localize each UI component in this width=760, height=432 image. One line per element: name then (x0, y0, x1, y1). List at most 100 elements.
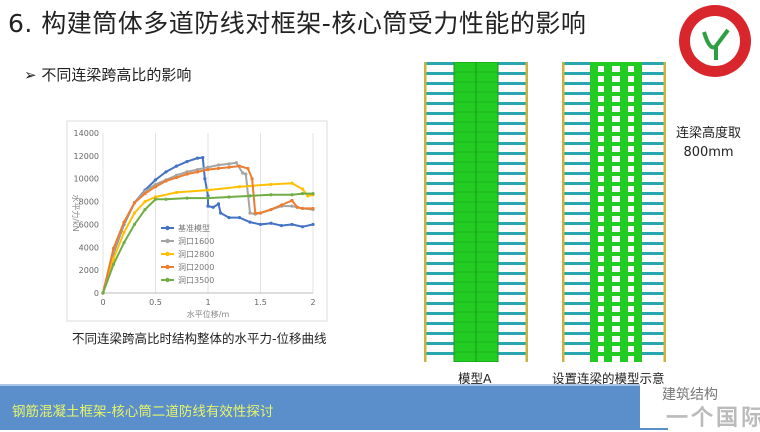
data-point (111, 262, 116, 267)
data-point (174, 175, 179, 180)
core-pier (620, 62, 628, 362)
data-point (248, 211, 252, 215)
core-pier (590, 62, 598, 362)
coupling-beam (598, 72, 604, 76)
coupling-beam (612, 342, 620, 346)
data-point (122, 220, 126, 224)
x-tick-label: 2 (310, 298, 315, 307)
data-point (269, 182, 273, 187)
slide-title: 6. 构建筒体多道防线对框架-核心筒受力性能的影响 (8, 9, 587, 38)
data-point (269, 221, 273, 225)
y-tick-label: 14000 (74, 129, 99, 138)
data-point (132, 222, 137, 227)
coupling-beam (598, 112, 604, 116)
data-point (258, 222, 263, 227)
coupling-beam (598, 202, 604, 206)
coupling-beam (598, 232, 604, 236)
coupling-beam (612, 102, 620, 106)
data-point (244, 172, 248, 176)
coupling-beam (612, 332, 620, 336)
coupling-beam (628, 342, 634, 346)
coupling-beam (612, 292, 620, 296)
data-point (143, 191, 147, 196)
coupling-beam (628, 182, 634, 186)
data-point (206, 165, 210, 169)
coupling-beam (598, 322, 604, 326)
data-point (153, 195, 158, 199)
column-right (663, 62, 666, 362)
coupling-beam (598, 262, 604, 266)
model-a-diagram (424, 62, 528, 362)
chart-caption: 不同连梁跨高比时结构整体的水平力-位移曲线 (72, 331, 327, 346)
coupling-beam (628, 322, 634, 326)
coupling-beam (628, 192, 634, 196)
y-tick-label: 6000 (79, 220, 99, 229)
coupling-beam (598, 132, 604, 136)
data-point (195, 170, 200, 174)
coupling-beam (628, 122, 634, 126)
coupling-beam (628, 92, 634, 96)
coupling-beam (612, 302, 620, 306)
data-point (248, 194, 252, 198)
data-point (164, 179, 168, 183)
footer-text: 钢筋混凝土框架-核心筒二道防线有效性探讨 (12, 404, 274, 420)
footer-bar: 钢筋混凝土框架-核心筒二道防线有效性探讨 (0, 384, 668, 430)
data-point (227, 195, 231, 199)
data-point (201, 155, 205, 160)
watermark-text: 建筑结构 (662, 387, 718, 403)
data-point (206, 188, 210, 192)
data-point (174, 173, 179, 177)
data-point (206, 194, 210, 198)
data-point (300, 206, 305, 211)
coupling-beam (598, 192, 604, 196)
note-line-1: 连梁高度取 (676, 126, 742, 141)
coupling-beam (612, 252, 620, 256)
legend-label: 基准模型 (178, 223, 210, 233)
coupling-beam (628, 272, 634, 276)
data-point (216, 202, 221, 206)
data-point (300, 191, 305, 196)
coupling-beam (628, 242, 634, 246)
coupling-beam (628, 112, 634, 116)
column-left (562, 62, 565, 362)
data-point (306, 194, 310, 198)
data-point (290, 181, 294, 185)
data-point (250, 177, 254, 181)
data-point (153, 178, 158, 182)
data-point (195, 156, 200, 160)
legend-marker (165, 238, 170, 244)
legend-label: 洞口3500 (178, 275, 214, 285)
coupling-beam (598, 212, 604, 216)
coupling-beam (598, 122, 604, 126)
model-b-diagram (562, 62, 666, 362)
coupling-beam (628, 142, 634, 146)
model-a-label: 模型A (458, 371, 492, 386)
coupling-beam (628, 292, 634, 296)
data-point (185, 172, 189, 176)
coupling-beam (612, 72, 620, 76)
series-line-0 (102, 156, 314, 294)
coupling-beam (598, 92, 604, 96)
coupling-beam (612, 122, 620, 126)
data-point (143, 199, 147, 204)
subtitle: ➢ 不同连梁跨高比的影响 (24, 64, 191, 85)
data-point (311, 206, 315, 211)
coupling-beam (612, 262, 620, 266)
coupling-beam (612, 312, 620, 316)
data-point (143, 207, 147, 212)
coupling-beam (598, 342, 604, 346)
data-point (195, 167, 200, 172)
y-tick-label: 10000 (74, 175, 99, 184)
coupling-beam (612, 202, 620, 206)
coupling-beam (628, 202, 634, 206)
data-point (206, 167, 210, 172)
y-axis-label: 水平力/kN (71, 194, 81, 231)
data-point (311, 191, 315, 196)
coupling-beam (628, 352, 634, 356)
data-point (174, 190, 179, 195)
data-point (269, 207, 273, 212)
series-line-1 (102, 161, 314, 294)
data-point (279, 203, 284, 207)
data-point (185, 159, 189, 164)
data-point (216, 166, 221, 171)
